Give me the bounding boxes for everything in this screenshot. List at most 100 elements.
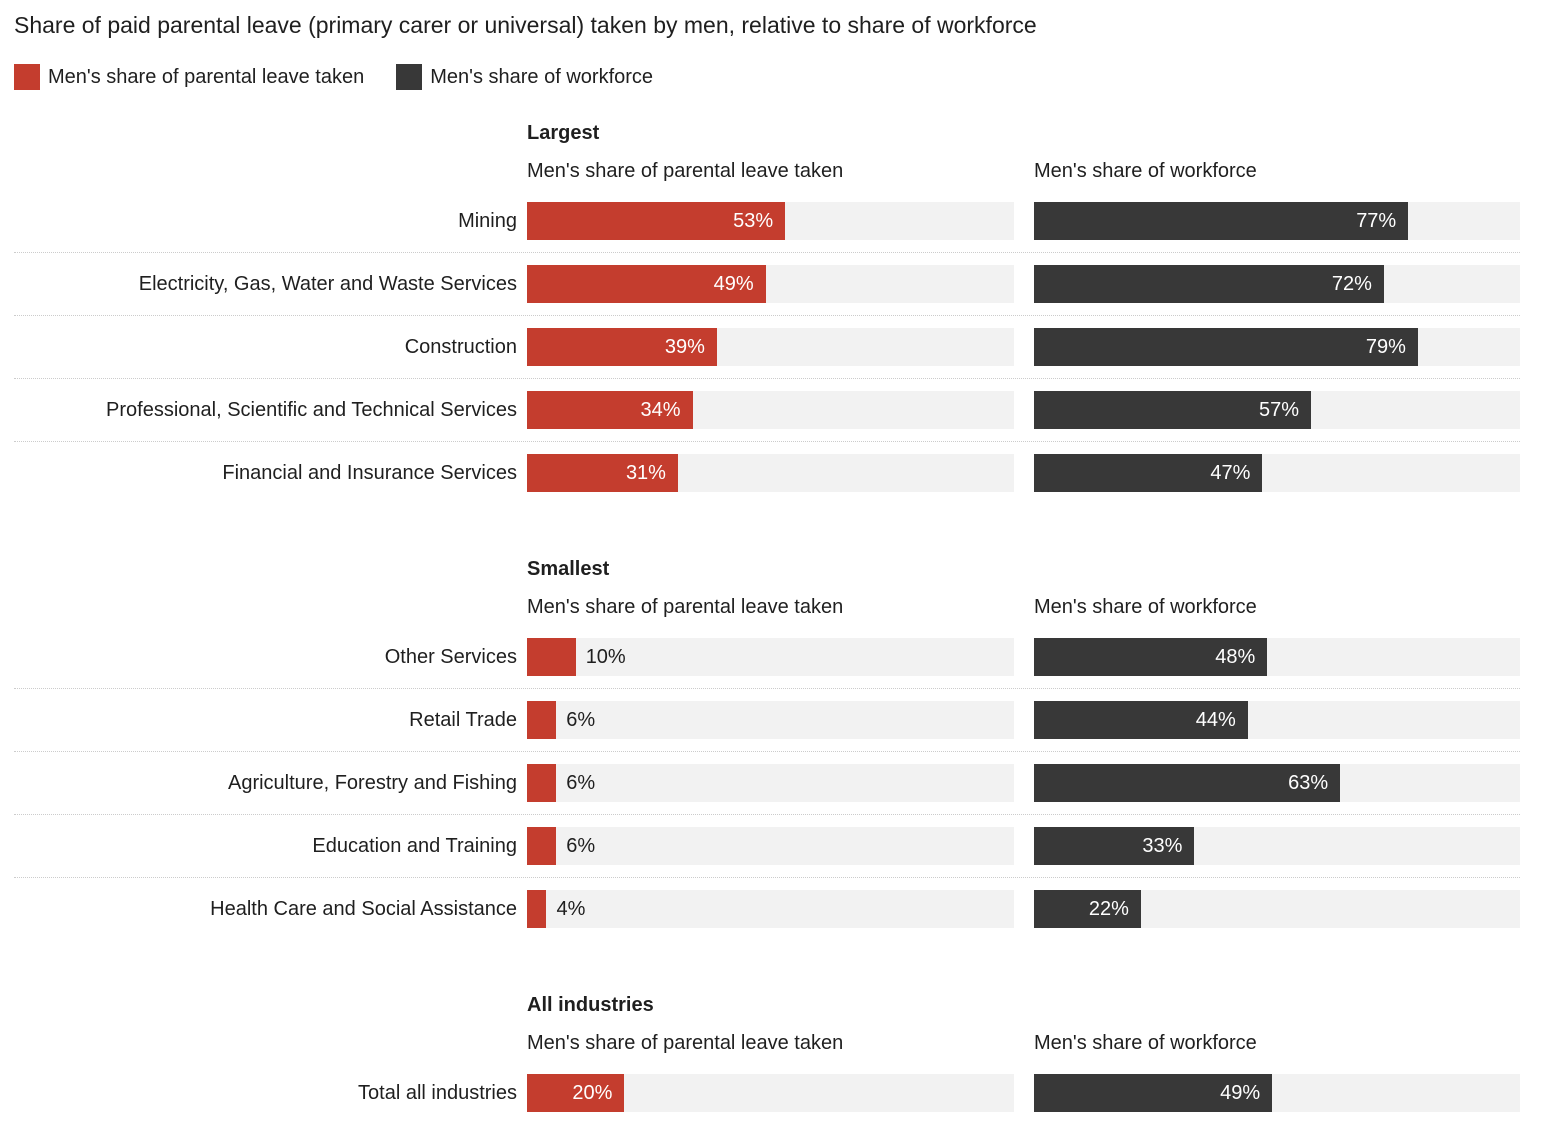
leave-bar-track: 4% xyxy=(527,890,1014,928)
section-heading: All industries xyxy=(527,994,654,1016)
table-row: Mining 53% 77% xyxy=(14,190,1520,252)
workforce-bar-track: 47% xyxy=(1034,454,1520,492)
legend: Men's share of parental leave taken Men's… xyxy=(14,64,1520,90)
workforce-value-label: 57% xyxy=(1258,398,1300,421)
leave-bar-track: 39% xyxy=(527,328,1014,366)
column-header-1: Men's share of parental leave taken xyxy=(527,160,844,182)
row-label: Financial and Insurance Services xyxy=(222,462,517,484)
leave-bar xyxy=(527,638,576,676)
table-row: Health Care and Social Assistance 4% 22% xyxy=(14,877,1520,940)
section-largest: Largest Men's share of parental leave tak… xyxy=(14,120,1520,504)
leave-bar: 39% xyxy=(527,328,717,366)
leave-value-label: 20% xyxy=(572,1081,613,1104)
workforce-value-label: 33% xyxy=(1142,834,1183,857)
workforce-value-label: 48% xyxy=(1215,645,1256,668)
table-row: Total all industries 20% 49% xyxy=(14,1062,1520,1124)
section-heading-row: All industries xyxy=(14,992,1520,1030)
legend-label: Men's share of parental leave taken xyxy=(48,65,365,88)
workforce-value-label: 49% xyxy=(1220,1081,1261,1104)
section-heading: Largest xyxy=(527,122,600,144)
table-row: Construction 39% 79% xyxy=(14,315,1520,378)
workforce-bar: 48% xyxy=(1034,638,1268,676)
workforce-bar-track: 33% xyxy=(1034,827,1520,865)
chart-title: Share of paid parental leave (primary ca… xyxy=(14,12,1037,38)
workforce-value-label: 47% xyxy=(1210,461,1251,484)
workforce-value-label: 72% xyxy=(1331,272,1372,295)
row-label: Agriculture, Forestry and Fishing xyxy=(227,772,517,794)
table-row: Electricity, Gas, Water and Waste Servic… xyxy=(14,252,1520,315)
column-header-2: Men's share of workforce xyxy=(1034,596,1257,618)
leave-bar: 34% xyxy=(527,391,693,429)
section-heading-row: Smallest xyxy=(14,556,1520,594)
workforce-value-label: 22% xyxy=(1088,897,1129,920)
legend-item-0: Men's share of parental leave taken xyxy=(14,64,364,90)
leave-bar-track: 6% xyxy=(527,764,1014,802)
workforce-bar-track: 77% xyxy=(1034,202,1520,240)
chart-container: Share of paid parental leave (primary ca… xyxy=(14,10,1520,1124)
leave-bar-track: 49% xyxy=(527,265,1014,303)
leave-bar: 49% xyxy=(527,265,766,303)
workforce-bar: 22% xyxy=(1034,890,1141,928)
column-header-2: Men's share of workforce xyxy=(1034,160,1257,182)
chart-body: Largest Men's share of parental leave tak… xyxy=(14,120,1520,1124)
workforce-bar: 49% xyxy=(1034,1074,1273,1112)
row-label: Health Care and Social Assistance xyxy=(210,898,517,920)
table-row: Education and Training 6% 33% xyxy=(14,814,1520,877)
leave-bar-track: 53% xyxy=(527,202,1014,240)
column-headers-row: Men's share of parental leave taken Men's… xyxy=(14,158,1520,184)
leave-value-label: 6% xyxy=(566,834,596,857)
table-row: Other Services 10% 48% xyxy=(14,626,1520,688)
leave-bar-track: 31% xyxy=(527,454,1014,492)
table-row: Agriculture, Forestry and Fishing 6% 63% xyxy=(14,751,1520,814)
legend-label: Men's share of workforce xyxy=(430,65,654,88)
section-all-industries: All industries Men's share of parental le… xyxy=(14,992,1520,1124)
leave-value-label: 4% xyxy=(556,897,586,920)
legend-swatch xyxy=(396,64,423,90)
row-label: Professional, Scientific and Technical S… xyxy=(106,399,517,421)
leave-bar-track: 34% xyxy=(527,391,1014,429)
section-heading: Smallest xyxy=(527,558,610,580)
workforce-value-label: 63% xyxy=(1288,771,1329,794)
row-label: Construction xyxy=(404,336,517,358)
table-row: Professional, Scientific and Technical S… xyxy=(14,378,1520,441)
section-rows: Total all industries 20% 49% xyxy=(14,1062,1520,1124)
leave-bar xyxy=(527,890,547,928)
leave-bar-track: 10% xyxy=(527,638,1014,676)
row-label: Mining xyxy=(458,210,517,232)
workforce-bar-track: 44% xyxy=(1034,701,1520,739)
workforce-bar: 72% xyxy=(1034,265,1384,303)
workforce-bar: 33% xyxy=(1034,827,1195,865)
leave-bar-track: 6% xyxy=(527,827,1014,865)
column-header-1: Men's share of parental leave taken xyxy=(527,1032,844,1054)
legend-item-1: Men's share of workforce xyxy=(396,64,653,90)
workforce-bar: 57% xyxy=(1034,391,1312,429)
row-label: Retail Trade xyxy=(409,709,517,731)
leave-value-label: 39% xyxy=(664,335,705,358)
row-label: Electricity, Gas, Water and Waste Servic… xyxy=(138,273,517,295)
column-headers-row: Men's share of parental leave taken Men's… xyxy=(14,594,1520,620)
workforce-bar: 44% xyxy=(1034,701,1248,739)
section-rows: Mining 53% 77% Electricity, Gas, Water and … xyxy=(14,190,1520,504)
column-header-2: Men's share of workforce xyxy=(1034,1032,1257,1054)
table-row: Retail Trade 6% 44% xyxy=(14,688,1520,751)
leave-bar xyxy=(527,701,557,739)
leave-value-label: 6% xyxy=(566,771,596,794)
leave-bar-track: 6% xyxy=(527,701,1014,739)
workforce-value-label: 77% xyxy=(1356,209,1397,232)
table-row: Financial and Insurance Services 31% 47% xyxy=(14,441,1520,504)
leave-value-label: 31% xyxy=(625,461,666,484)
row-label: Total all industries xyxy=(358,1082,517,1104)
section-smallest: Smallest Men's share of parental leave ta… xyxy=(14,556,1520,940)
workforce-bar: 63% xyxy=(1034,764,1341,802)
leave-bar: 53% xyxy=(527,202,786,240)
section-heading-row: Largest xyxy=(14,120,1520,158)
leave-bar xyxy=(527,764,557,802)
leave-value-label: 53% xyxy=(733,209,774,232)
leave-value-label: 49% xyxy=(713,272,754,295)
workforce-value-label: 79% xyxy=(1365,335,1406,358)
workforce-bar: 47% xyxy=(1034,454,1263,492)
leave-bar xyxy=(527,827,557,865)
workforce-bar-track: 63% xyxy=(1034,764,1520,802)
column-header-1: Men's share of parental leave taken xyxy=(527,596,844,618)
workforce-bar: 79% xyxy=(1034,328,1418,366)
